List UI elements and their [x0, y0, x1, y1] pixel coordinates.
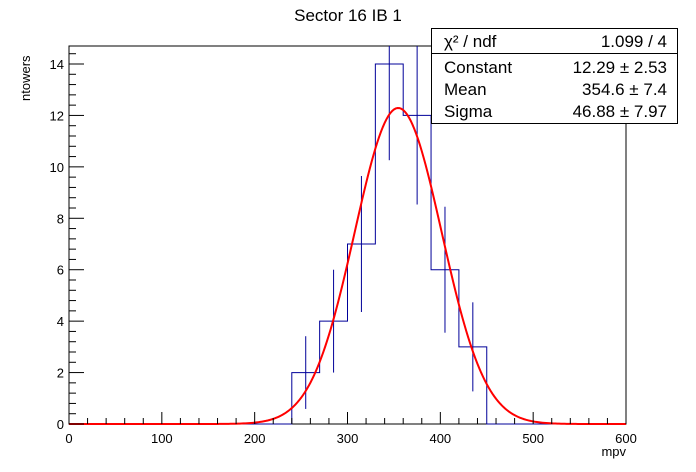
- x-tick-label: 100: [151, 431, 173, 446]
- x-tick-label: 200: [244, 431, 266, 446]
- chart-title: Sector 16 IB 1: [294, 6, 402, 25]
- x-tick-label: 0: [65, 431, 72, 446]
- x-tick-label: 300: [337, 431, 359, 446]
- y-tick-label: 6: [57, 263, 64, 278]
- stats-row-constant: Constant 12.29 ± 2.53: [444, 58, 667, 80]
- x-axis-label: mpv: [601, 444, 626, 459]
- stats-value: 354.6 ± 7.4: [582, 80, 667, 99]
- stats-key: χ² / ndf: [444, 32, 497, 51]
- y-axis-label: ntowers: [18, 55, 33, 101]
- y-tick-label: 12: [50, 108, 64, 123]
- x-tick-label: 400: [429, 431, 451, 446]
- x-tick-label: 500: [522, 431, 544, 446]
- x-tick-label: 600: [615, 431, 637, 446]
- stats-box: χ² / ndf 1.099 / 4 Constant 12.29 ± 2.53…: [431, 28, 678, 124]
- axis-ticks: 0 100 200 300 400 500 600 0 2 4 6 8 10 12 14: [50, 53, 637, 446]
- stats-key: Constant: [444, 58, 513, 77]
- y-tick-label: 8: [57, 211, 64, 226]
- stats-key: Mean: [444, 80, 487, 99]
- stats-value: 46.88 ± 7.97: [572, 102, 667, 121]
- stats-row-sigma: Sigma 46.88 ± 7.97: [444, 102, 667, 124]
- y-tick-label: 14: [50, 57, 64, 72]
- y-tick-label: 0: [57, 417, 64, 432]
- y-tick-label: 4: [57, 314, 64, 329]
- gaussian-fit: [69, 106, 626, 425]
- stats-row-mean: Mean 354.6 ± 7.4: [444, 80, 667, 102]
- stats-value: 1.099 / 4: [600, 32, 667, 51]
- fit-curve: [69, 106, 626, 425]
- stats-separator: [432, 53, 677, 54]
- stats-row-chi2: χ² / ndf 1.099 / 4: [444, 32, 667, 54]
- stats-value: 12.29 ± 2.53: [572, 58, 667, 77]
- y-tick-label: 2: [57, 366, 64, 381]
- y-tick-label: 10: [50, 160, 64, 175]
- stats-key: Sigma: [444, 102, 493, 121]
